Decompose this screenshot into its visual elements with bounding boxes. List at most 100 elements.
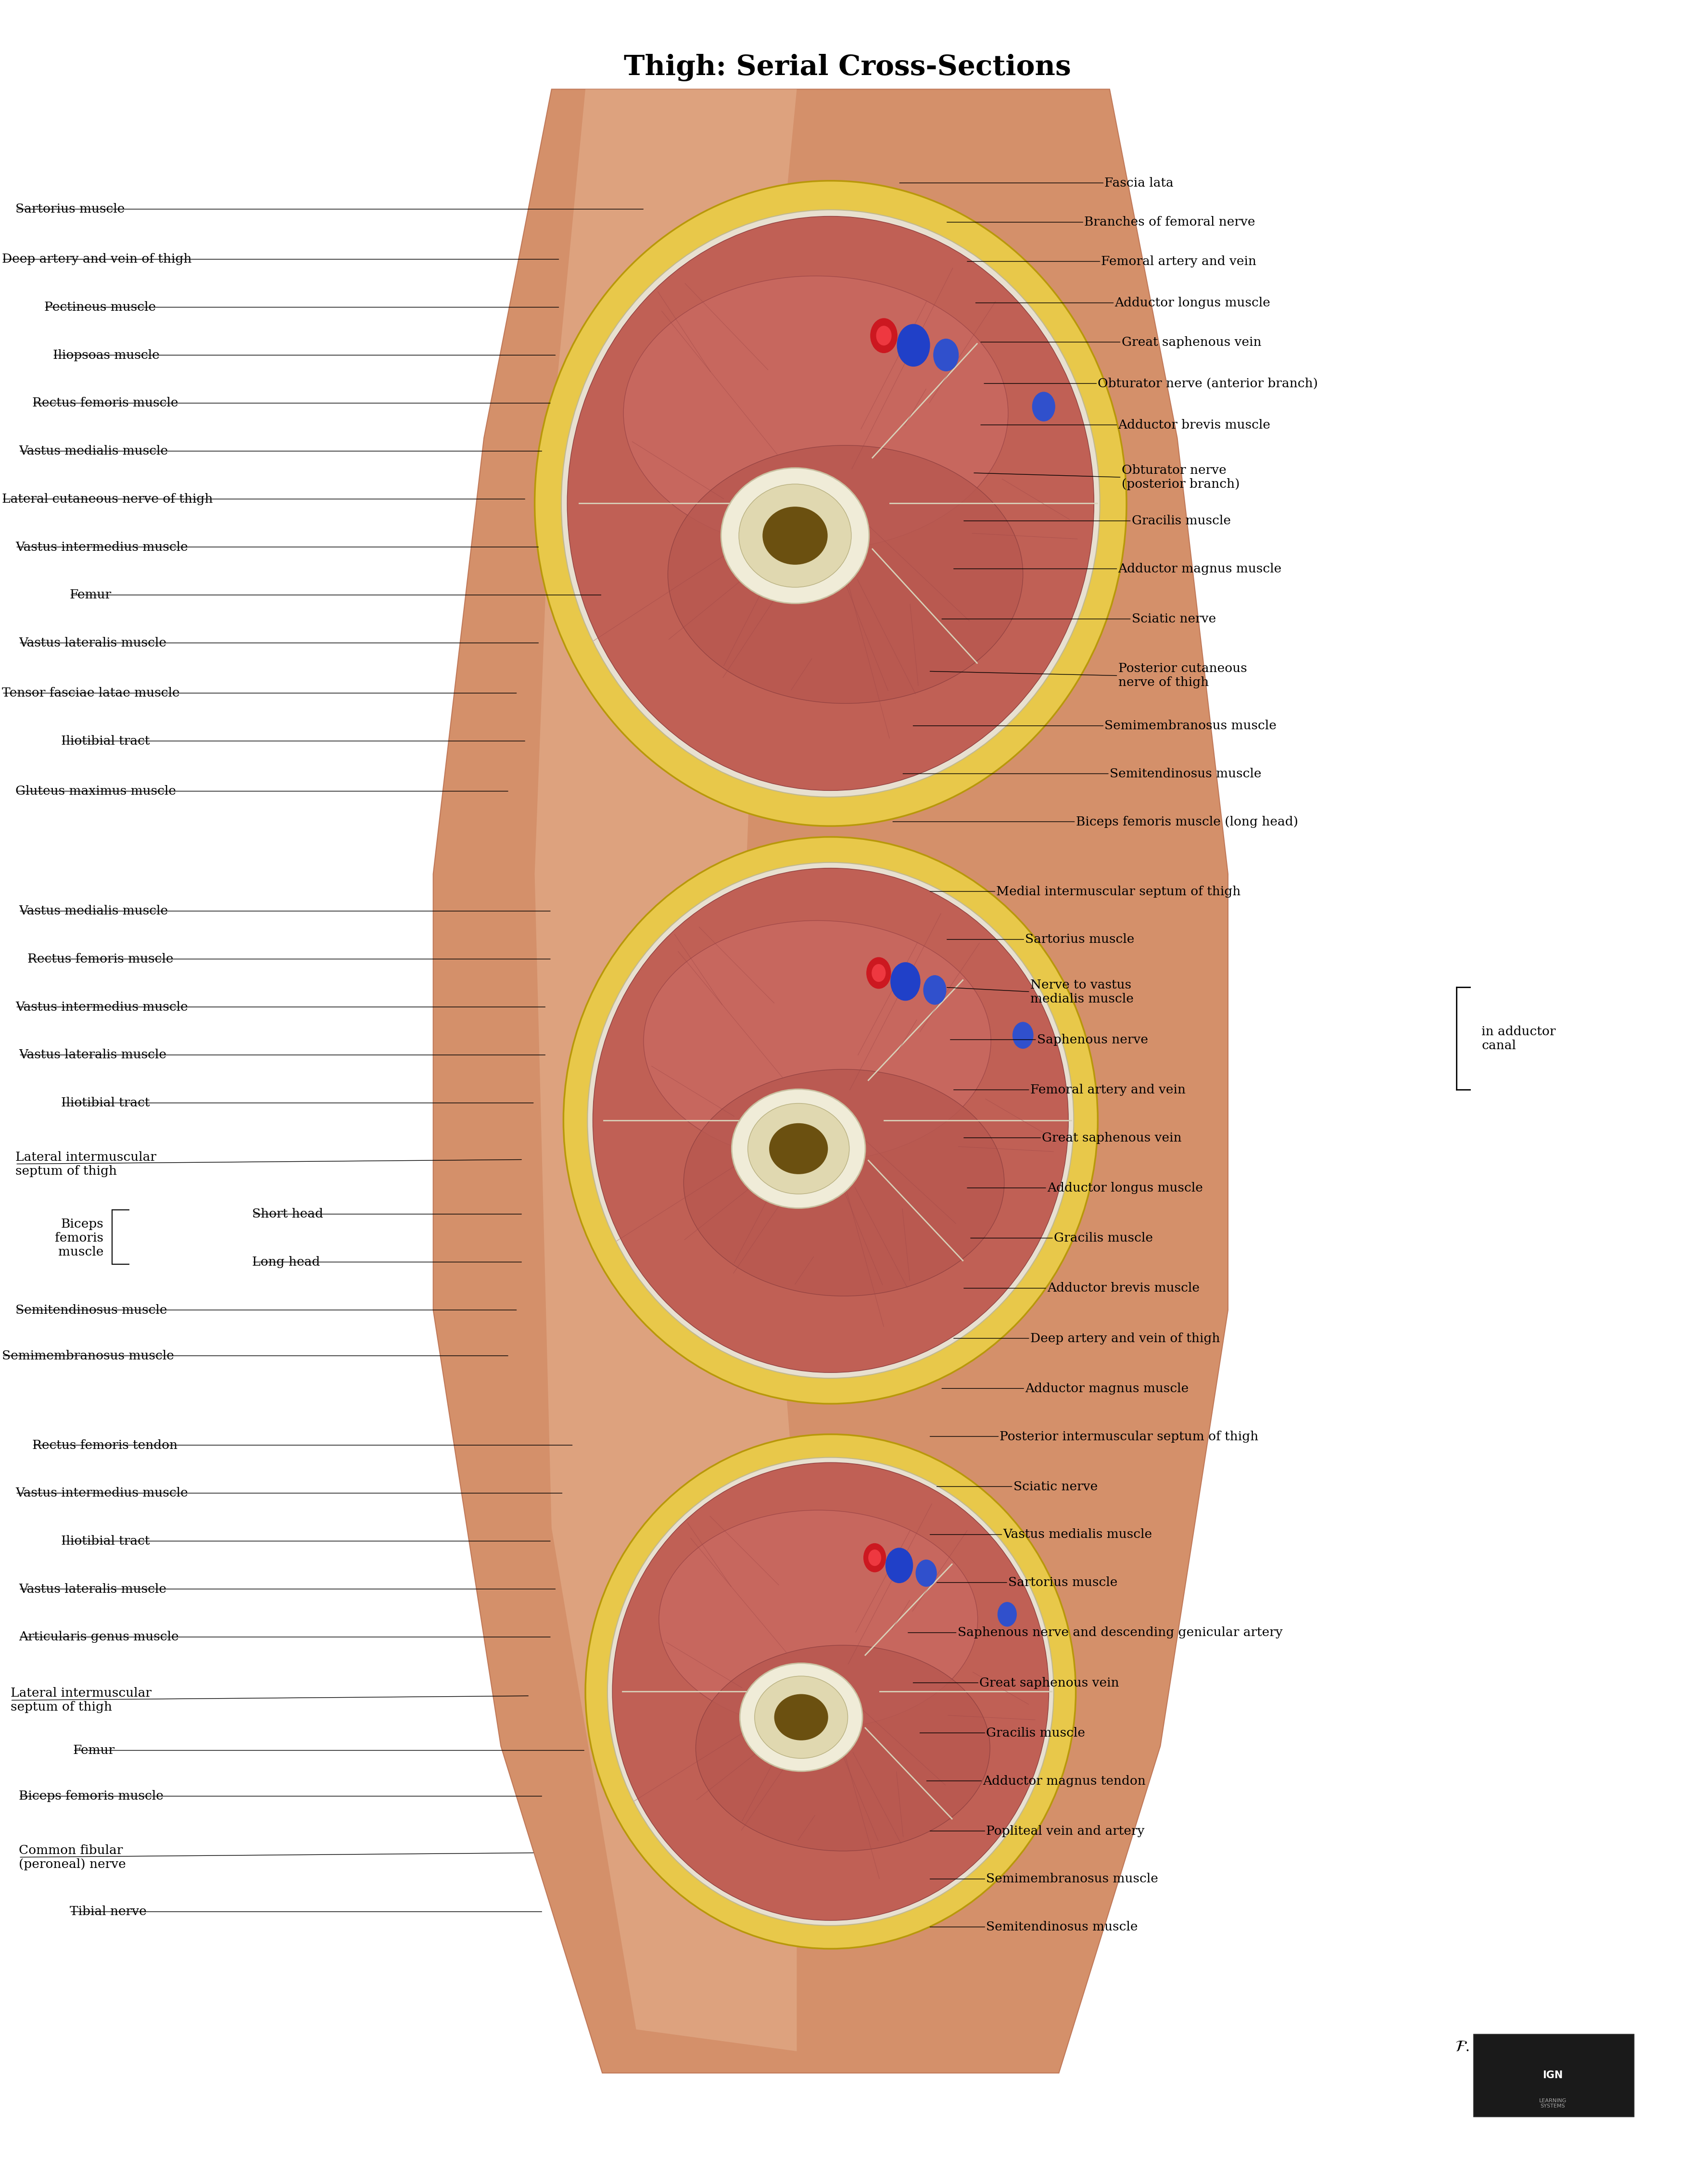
- Text: Branches of femoral nerve: Branches of femoral nerve: [1085, 216, 1256, 227]
- Text: Adductor brevis muscle: Adductor brevis muscle: [1119, 419, 1271, 430]
- Text: Medial intermuscular septum of thigh: Medial intermuscular septum of thigh: [997, 885, 1241, 898]
- Circle shape: [1014, 1022, 1034, 1048]
- Ellipse shape: [747, 1103, 849, 1195]
- Text: Obturator nerve
(posterior branch): Obturator nerve (posterior branch): [1122, 465, 1239, 489]
- Text: Sartorius muscle: Sartorius muscle: [1009, 1577, 1117, 1588]
- Text: Sartorius muscle: Sartorius muscle: [1025, 933, 1134, 946]
- Text: Femur: Femur: [73, 1745, 115, 1756]
- Text: Tibial nerve: Tibial nerve: [69, 1907, 146, 1918]
- Text: Iliopsoas muscle: Iliopsoas muscle: [53, 349, 159, 360]
- Ellipse shape: [585, 1435, 1076, 1948]
- Text: Saphenous nerve: Saphenous nerve: [1037, 1033, 1148, 1046]
- Text: IGN: IGN: [1542, 2070, 1563, 2079]
- Text: Rectus femoris muscle: Rectus femoris muscle: [27, 952, 173, 965]
- Circle shape: [864, 1544, 886, 1572]
- Text: Long head: Long head: [253, 1256, 320, 1269]
- Text: Gracilis muscle: Gracilis muscle: [1054, 1232, 1153, 1245]
- Text: Biceps
femoris
muscle: Biceps femoris muscle: [54, 1219, 103, 1258]
- Text: Saphenous nerve and descending genicular artery: Saphenous nerve and descending genicular…: [958, 1627, 1283, 1638]
- Text: Vastus intermedius muscle: Vastus intermedius muscle: [15, 542, 188, 553]
- Ellipse shape: [709, 1531, 854, 1594]
- Ellipse shape: [668, 446, 1024, 703]
- Ellipse shape: [607, 1457, 1054, 1926]
- Text: Posterior cutaneous
nerve of thigh: Posterior cutaneous nerve of thigh: [1119, 662, 1248, 688]
- Text: Vastus intermedius muscle: Vastus intermedius muscle: [15, 1487, 188, 1498]
- Text: Adductor longus muscle: Adductor longus muscle: [1048, 1182, 1203, 1195]
- Text: Great saphenous vein: Great saphenous vein: [980, 1677, 1119, 1688]
- Text: Adductor brevis muscle: Adductor brevis muscle: [1048, 1282, 1200, 1295]
- Text: Lateral intermuscular
septum of thigh: Lateral intermuscular septum of thigh: [10, 1688, 151, 1712]
- Text: Adductor longus muscle: Adductor longus muscle: [1115, 297, 1271, 308]
- Circle shape: [924, 976, 946, 1005]
- Text: Vastus lateralis muscle: Vastus lateralis muscle: [19, 638, 166, 649]
- Text: Adductor magnus muscle: Adductor magnus muscle: [1119, 563, 1281, 574]
- Circle shape: [876, 325, 892, 345]
- Text: Sartorius muscle: Sartorius muscle: [15, 203, 125, 214]
- Text: Deep artery and vein of thigh: Deep artery and vein of thigh: [2, 253, 192, 264]
- Ellipse shape: [763, 507, 827, 566]
- Text: Vastus medialis muscle: Vastus medialis muscle: [19, 904, 168, 917]
- Text: Vastus medialis muscle: Vastus medialis muscle: [19, 446, 168, 456]
- Ellipse shape: [561, 210, 1100, 797]
- Text: Deep artery and vein of thigh: Deep artery and vein of thigh: [1031, 1332, 1220, 1345]
- Ellipse shape: [624, 275, 1009, 550]
- Text: Gluteus maximus muscle: Gluteus maximus muscle: [15, 786, 176, 797]
- Text: Lateral cutaneous nerve of thigh: Lateral cutaneous nerve of thigh: [2, 494, 214, 505]
- Text: Short head: Short head: [253, 1208, 324, 1221]
- Text: Iliotibial tract: Iliotibial tract: [61, 736, 149, 747]
- Text: Sciatic nerve: Sciatic nerve: [1014, 1481, 1097, 1492]
- Ellipse shape: [563, 836, 1098, 1404]
- Ellipse shape: [739, 485, 851, 587]
- Ellipse shape: [741, 1664, 863, 1771]
- Polygon shape: [534, 90, 797, 2051]
- Text: Femoral artery and vein: Femoral artery and vein: [1102, 256, 1256, 266]
- Text: Vastus medialis muscle: Vastus medialis muscle: [1003, 1529, 1153, 1540]
- Ellipse shape: [697, 943, 858, 1013]
- Text: Articularis genus muscle: Articularis genus muscle: [19, 1631, 180, 1642]
- Text: Semitendinosus muscle: Semitendinosus muscle: [15, 1304, 168, 1317]
- Text: Vastus lateralis muscle: Vastus lateralis muscle: [19, 1048, 166, 1061]
- Text: Gracilis muscle: Gracilis muscle: [986, 1728, 1085, 1738]
- Text: Great saphenous vein: Great saphenous vein: [1122, 336, 1261, 347]
- Text: Vastus lateralis muscle: Vastus lateralis muscle: [19, 1583, 166, 1594]
- Circle shape: [915, 1559, 937, 1586]
- Text: Semitendinosus muscle: Semitendinosus muscle: [1110, 769, 1261, 780]
- Circle shape: [866, 957, 890, 989]
- Text: Fascia lata: Fascia lata: [1105, 177, 1173, 190]
- Ellipse shape: [683, 301, 859, 382]
- Text: Rectus femoris muscle: Rectus femoris muscle: [32, 397, 178, 408]
- Text: Lateral intermuscular
septum of thigh: Lateral intermuscular septum of thigh: [15, 1151, 156, 1177]
- Ellipse shape: [593, 867, 1068, 1372]
- Polygon shape: [434, 90, 1227, 2073]
- Text: Pectineus muscle: Pectineus muscle: [44, 301, 156, 312]
- Text: Biceps femoris muscle (long head): Biceps femoris muscle (long head): [1076, 815, 1298, 828]
- Circle shape: [1032, 393, 1054, 422]
- Text: Iliotibial tract: Iliotibial tract: [61, 1535, 149, 1546]
- Ellipse shape: [659, 1509, 978, 1730]
- Text: $\mathcal{F.\ Netter}$: $\mathcal{F.\ Netter}$: [1456, 2040, 1526, 2055]
- FancyBboxPatch shape: [1473, 2033, 1634, 2116]
- Ellipse shape: [612, 1463, 1049, 1920]
- Text: Posterior intermuscular septum of thigh: Posterior intermuscular septum of thigh: [1000, 1431, 1259, 1441]
- Ellipse shape: [588, 863, 1073, 1378]
- Circle shape: [886, 1548, 912, 1583]
- Text: Gracilis muscle: Gracilis muscle: [1132, 515, 1231, 526]
- Text: Common fibular
(peroneal) nerve: Common fibular (peroneal) nerve: [19, 1843, 125, 1870]
- Text: Femoral artery and vein: Femoral artery and vein: [1031, 1083, 1185, 1096]
- Circle shape: [868, 1551, 881, 1566]
- Circle shape: [934, 339, 958, 371]
- Text: Semimembranosus muscle: Semimembranosus muscle: [986, 1874, 1158, 1885]
- Text: LEARNING
SYSTEMS: LEARNING SYSTEMS: [1539, 2099, 1566, 2108]
- Text: Femur: Femur: [69, 590, 112, 601]
- Ellipse shape: [644, 919, 992, 1162]
- Circle shape: [871, 319, 897, 354]
- Text: Tensor fasciae latae muscle: Tensor fasciae latae muscle: [2, 688, 180, 699]
- Ellipse shape: [770, 1123, 827, 1175]
- Text: Iliotibial tract: Iliotibial tract: [61, 1096, 149, 1109]
- Text: Popliteal vein and artery: Popliteal vein and artery: [986, 1826, 1144, 1837]
- Text: Adductor magnus tendon: Adductor magnus tendon: [983, 1776, 1146, 1787]
- Text: Nerve to vastus
medialis muscle: Nerve to vastus medialis muscle: [1031, 978, 1134, 1005]
- Text: Biceps femoris muscle: Biceps femoris muscle: [19, 1791, 164, 1802]
- Circle shape: [998, 1603, 1017, 1627]
- Text: Adductor magnus muscle: Adductor magnus muscle: [1025, 1382, 1188, 1396]
